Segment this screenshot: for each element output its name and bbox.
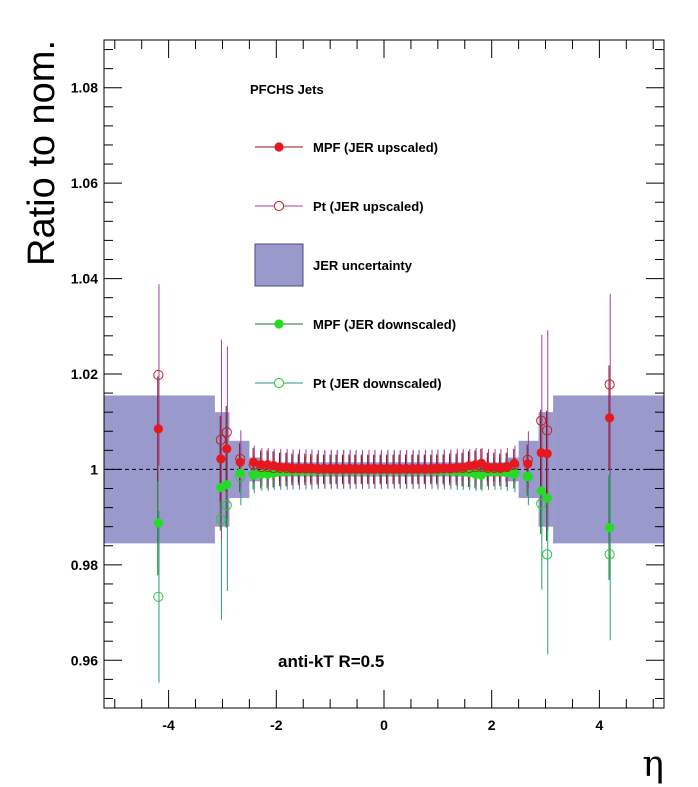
data-point [509, 469, 519, 479]
legend-label: JER uncertainty [313, 258, 413, 273]
data-point [221, 427, 232, 438]
data-point [604, 379, 615, 390]
data-point [536, 498, 547, 509]
data-point [249, 457, 259, 467]
x-axis-label: η [642, 744, 664, 785]
x-tick-label: -4 [162, 717, 175, 733]
x-tick-label: -2 [270, 717, 283, 733]
data-point [153, 518, 163, 528]
data-point [542, 449, 552, 459]
y-tick-label: 1.06 [71, 175, 98, 191]
data-point [432, 463, 442, 474]
data-point [287, 463, 298, 473]
data-point [369, 464, 379, 474]
data-point [235, 457, 245, 467]
data-point [502, 462, 512, 472]
legend: MPF (JER upscaled) Pt (JER upscaled) JER u… [254, 140, 456, 391]
data-point [604, 549, 615, 560]
data-point [605, 523, 615, 533]
y-tick-label: 1.04 [71, 271, 98, 287]
data-point [221, 500, 232, 511]
legend-entry: JER uncertainty [254, 243, 413, 287]
legend-label: Pt (JER upscaled) [313, 199, 424, 214]
legend-entry: MPF (JER upscaled) [255, 140, 438, 155]
legend-entry: Pt (JER downscaled) [255, 376, 442, 391]
data-point [445, 463, 455, 473]
legend-entry: Pt (JER upscaled) [255, 199, 424, 214]
data-point [294, 463, 304, 473]
data-point [542, 549, 553, 560]
data-point [401, 464, 411, 474]
y-tick-label: 1 [90, 461, 98, 477]
data-point [382, 464, 392, 474]
data-point [523, 471, 533, 482]
y-axis-label: Ratio to nom. [21, 40, 63, 266]
data-point [319, 464, 329, 474]
data-point [332, 464, 342, 474]
data-point [215, 514, 226, 525]
y-tick-label: 0.96 [71, 652, 98, 668]
legend-entry: MPF (JER downscaled) [255, 317, 456, 332]
legend-marker [273, 377, 285, 389]
data-point [256, 469, 266, 479]
x-tick-label: 4 [595, 717, 603, 733]
data-point [350, 464, 361, 474]
data-point [222, 480, 232, 490]
data-point [523, 459, 533, 469]
data-point [215, 434, 226, 445]
data-point [153, 424, 163, 434]
y-tick-label: 1.02 [71, 366, 98, 382]
data-point [509, 458, 519, 468]
data-point [542, 493, 552, 503]
data-point [153, 591, 164, 602]
legend-marker [273, 200, 285, 212]
axis-ticks: -4 -2 0 2 4 0.96 0.98 1 1.02 1.04 1.06 1.08 [71, 40, 664, 733]
data-point [542, 425, 553, 436]
data-point [256, 460, 266, 470]
data-point [338, 464, 348, 474]
series-markers [153, 413, 615, 474]
data-point [536, 486, 546, 496]
data-point [420, 464, 430, 474]
data-point [235, 468, 245, 478]
data-point [216, 454, 226, 464]
data-point [222, 444, 232, 454]
legend-marker [274, 142, 284, 152]
data-point [483, 462, 493, 472]
x-tick-label: 2 [488, 717, 496, 733]
data-point [249, 470, 259, 480]
x-tick-label: 0 [380, 717, 388, 733]
data-point [605, 413, 615, 423]
data-point [275, 462, 285, 472]
data-point [153, 369, 164, 381]
legend-marker [274, 319, 284, 329]
y-tick-label: 1.08 [71, 80, 98, 96]
data-point [536, 415, 547, 426]
data-series [153, 284, 615, 683]
jet-collection-label: PFCHS Jets [250, 82, 324, 97]
data-point [306, 463, 316, 474]
algorithm-annotation: anti-kT R=0.5 [278, 652, 384, 671]
legend-swatch [254, 243, 304, 287]
legend-label: MPF (JER upscaled) [313, 140, 438, 155]
y-tick-label: 0.98 [71, 557, 98, 573]
legend-label: Pt (JER downscaled) [313, 376, 442, 391]
data-point [395, 464, 405, 474]
legend-label: MPF (JER downscaled) [313, 317, 456, 332]
data-point [413, 464, 424, 474]
data-point [376, 464, 386, 474]
data-point [357, 464, 367, 474]
